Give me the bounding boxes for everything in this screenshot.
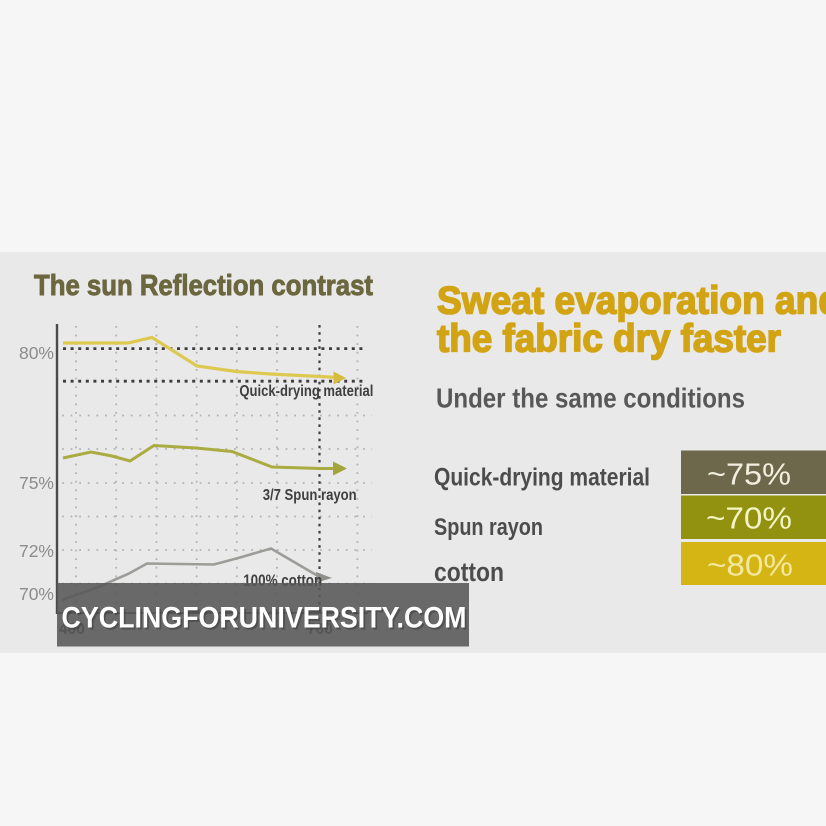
svg-text:~80%: ~80%	[707, 548, 793, 583]
svg-text:CYCLINGFORUNIVERSITY.COM: CYCLINGFORUNIVERSITY.COM	[62, 602, 467, 635]
svg-text:Quick-drying material: Quick-drying material	[434, 464, 650, 492]
svg-text:Under the same conditions: Under the same conditions	[436, 383, 745, 414]
svg-text:~75%: ~75%	[707, 457, 791, 492]
svg-text:Spun rayon: Spun rayon	[434, 514, 543, 541]
svg-text:70%: 70%	[19, 584, 54, 604]
svg-text:the fabric dry faster: the fabric dry faster	[437, 318, 781, 361]
svg-text:80%: 80%	[19, 343, 54, 363]
svg-text:3/7 Spun rayon: 3/7 Spun rayon	[263, 487, 357, 504]
svg-text:The sun Reflection contrast: The sun Reflection contrast	[34, 270, 373, 302]
svg-text:72%: 72%	[19, 541, 54, 561]
svg-text:75%: 75%	[19, 473, 54, 493]
svg-text:~70%: ~70%	[706, 501, 792, 536]
svg-text:Quick-drying material: Quick-drying material	[239, 383, 373, 400]
svg-text:cotton: cotton	[434, 557, 504, 587]
svg-text:Sweat evaporation and: Sweat evaporation and	[437, 279, 826, 322]
